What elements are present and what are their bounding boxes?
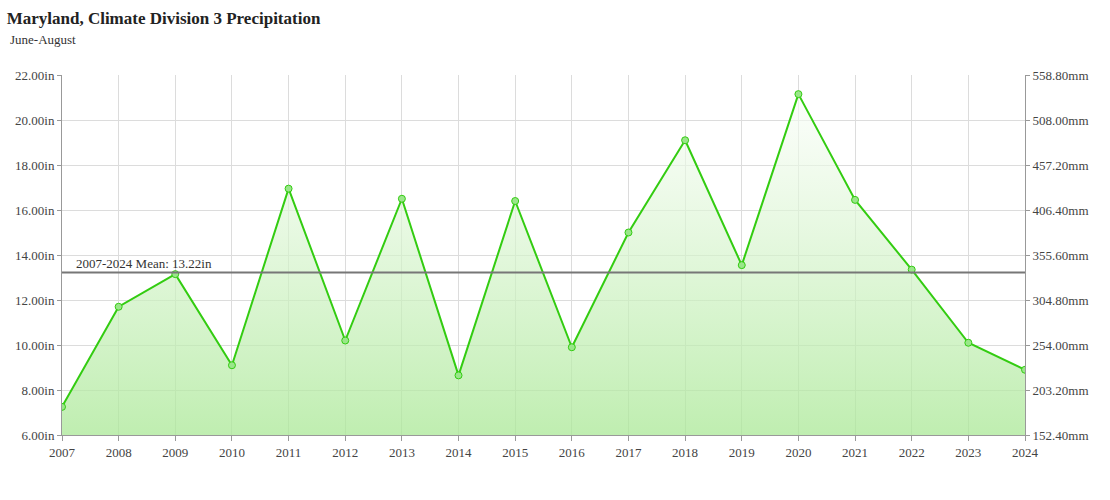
svg-text:18.00in: 18.00in: [15, 158, 55, 173]
svg-text:12.00in: 12.00in: [15, 293, 55, 308]
svg-text:2016: 2016: [559, 445, 586, 460]
svg-text:6.00in: 6.00in: [22, 428, 55, 443]
svg-text:2015: 2015: [502, 445, 528, 460]
svg-text:558.80mm: 558.80mm: [1033, 68, 1089, 83]
svg-text:2022: 2022: [899, 445, 925, 460]
svg-text:355.60mm: 355.60mm: [1033, 248, 1089, 263]
svg-text:Maryland, Climate Division 3 P: Maryland, Climate Division 3 Precipitati…: [7, 9, 321, 28]
svg-text:8.00in: 8.00in: [22, 383, 55, 398]
svg-text:10.00in: 10.00in: [15, 338, 55, 353]
svg-text:508.00mm: 508.00mm: [1033, 113, 1089, 128]
svg-text:14.00in: 14.00in: [15, 248, 55, 263]
svg-text:2018: 2018: [672, 445, 698, 460]
svg-text:254.00mm: 254.00mm: [1033, 338, 1089, 353]
svg-text:203.20mm: 203.20mm: [1033, 383, 1089, 398]
svg-text:2014: 2014: [446, 445, 473, 460]
svg-text:2012: 2012: [332, 445, 358, 460]
svg-text:2007: 2007: [49, 445, 76, 460]
svg-text:2008: 2008: [106, 445, 132, 460]
svg-text:2021: 2021: [842, 445, 868, 460]
svg-text:152.40mm: 152.40mm: [1033, 428, 1089, 443]
svg-text:2017: 2017: [615, 445, 642, 460]
svg-text:406.40mm: 406.40mm: [1033, 203, 1089, 218]
svg-text:2013: 2013: [389, 445, 415, 460]
svg-text:22.00in: 22.00in: [15, 68, 55, 83]
svg-text:2019: 2019: [729, 445, 755, 460]
svg-text:16.00in: 16.00in: [15, 203, 55, 218]
svg-text:2010: 2010: [219, 445, 245, 460]
svg-text:2007-2024 Mean: 13.22in: 2007-2024 Mean: 13.22in: [76, 256, 212, 271]
svg-text:304.80mm: 304.80mm: [1033, 293, 1089, 308]
svg-text:457.20mm: 457.20mm: [1033, 158, 1089, 173]
svg-text:2024: 2024: [1012, 445, 1039, 460]
svg-text:2020: 2020: [785, 445, 811, 460]
svg-text:2009: 2009: [162, 445, 188, 460]
svg-text:20.00in: 20.00in: [15, 113, 55, 128]
svg-text:2011: 2011: [276, 445, 302, 460]
svg-text:2023: 2023: [955, 445, 981, 460]
svg-text:June-August: June-August: [10, 32, 76, 47]
